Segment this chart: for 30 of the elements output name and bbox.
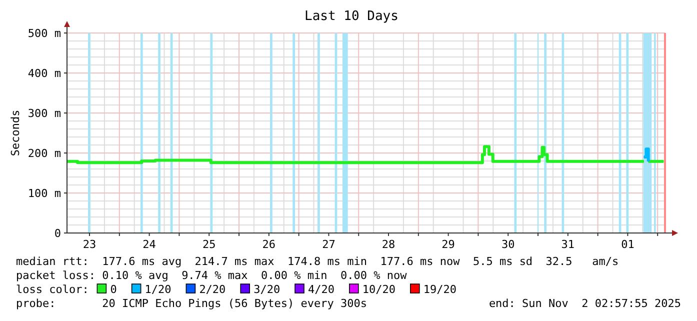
- legend-label: 4/20: [308, 283, 334, 296]
- x-tick-label: 23: [82, 238, 96, 251]
- y-axis-title: Seconds: [9, 110, 22, 156]
- legend-label: 2/20: [199, 283, 226, 296]
- x-tick-label: 01: [621, 238, 634, 251]
- legend-label: 19/20: [423, 283, 457, 296]
- x-tick-label: 24: [142, 238, 156, 251]
- x-tick-label: 26: [262, 238, 276, 251]
- text: probe: 20 ICMP Echo Pings (56 Bytes) every 300s: [16, 297, 367, 310]
- legend-label: 10/20: [362, 283, 396, 296]
- text: end: Sun Nov 2 02:57:55 2025: [488, 297, 681, 310]
- y-tick-label: 200 m: [28, 147, 62, 160]
- legend-title: loss color:: [16, 283, 89, 296]
- text: median rtt: 177.6 ms avg 214.7 ms max 174.8 ms min 177.6 ms now 5.5 ms sd 32.5 am/s: [16, 255, 619, 268]
- x-tick-label: 27: [322, 238, 336, 251]
- legend-label: 0: [110, 283, 117, 296]
- y-tick-label: 300 m: [28, 107, 62, 120]
- x-tick-label: 25: [202, 238, 216, 251]
- y-tick-label: 500 m: [28, 27, 62, 40]
- y-tick-label: 100 m: [28, 187, 62, 200]
- y-tick-label: 0: [54, 227, 61, 240]
- y-tick-label: 400 m: [28, 67, 62, 80]
- x-tick-label: 31: [561, 238, 575, 251]
- x-tick-label: 29: [442, 238, 455, 251]
- x-tick-label: 30: [501, 238, 515, 251]
- text: packet loss: 0.10 % avg 9.74 % max 0.00 % min 0.00 % now: [16, 269, 408, 282]
- x-tick-label: 28: [382, 238, 396, 251]
- chart-title: Last 10 Days: [304, 9, 398, 24]
- legend-label: 1/20: [144, 283, 172, 296]
- legend-label: 3/20: [254, 283, 280, 296]
